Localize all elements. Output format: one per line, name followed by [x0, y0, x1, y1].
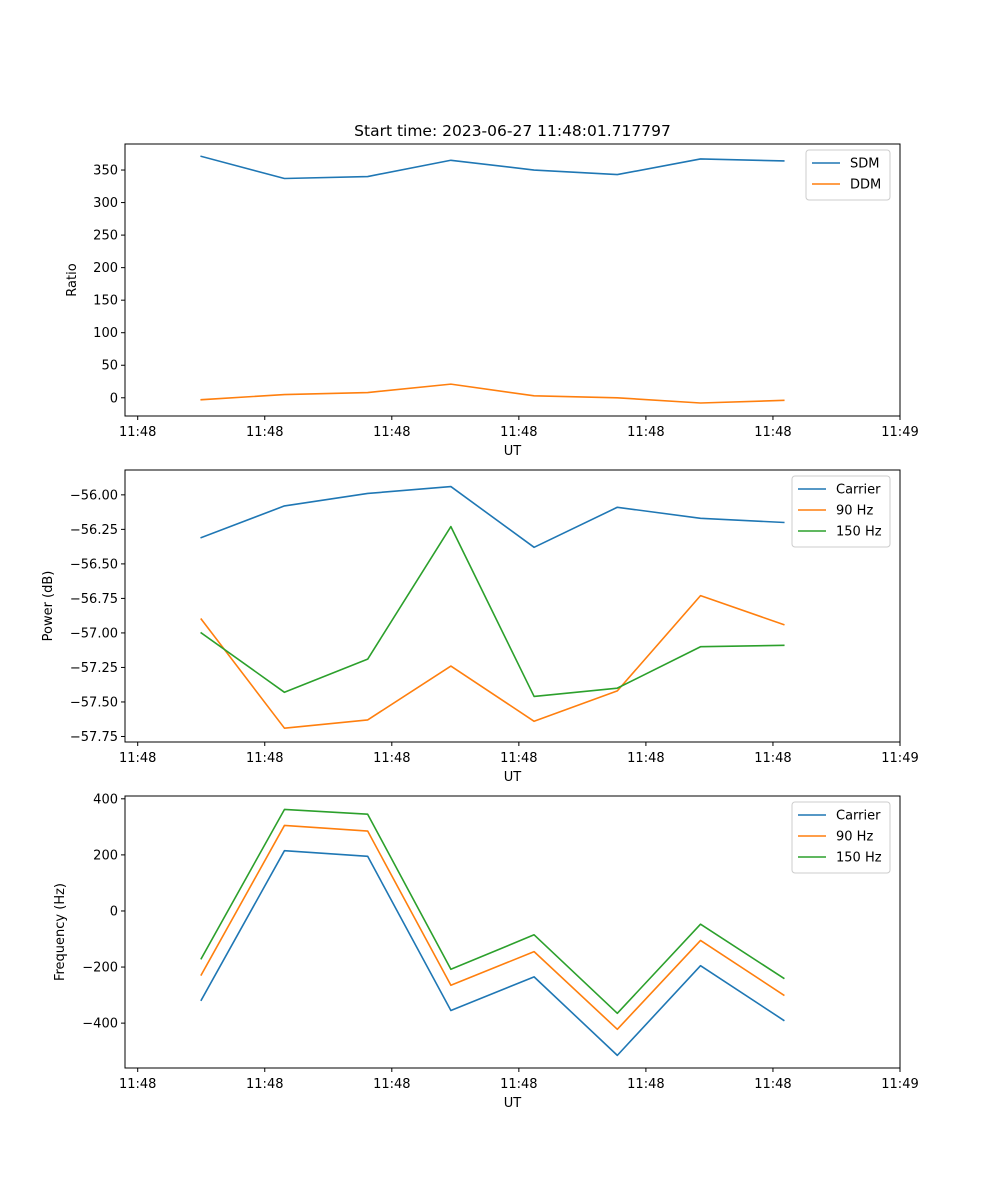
y-tick-label: −56.50 — [70, 557, 118, 572]
y-tick-label: 100 — [93, 326, 118, 341]
legend-label: Carrier — [836, 809, 881, 824]
x-tick-label: 11:48 — [246, 1077, 283, 1092]
y-axis-label: Power (dB) — [41, 571, 56, 642]
y-tick-label: −56.25 — [70, 523, 118, 538]
x-axis-label: UT — [504, 1096, 522, 1111]
x-tick-label: 11:48 — [500, 751, 537, 766]
x-tick-label: 11:48 — [500, 425, 537, 440]
x-axis-label: UT — [504, 770, 522, 785]
x-tick-label: 11:49 — [881, 1077, 918, 1092]
x-tick-label: 11:48 — [500, 1077, 537, 1092]
y-tick-label: 350 — [93, 164, 118, 179]
legend-label: 90 Hz — [836, 504, 873, 519]
y-tick-label: −57.75 — [70, 730, 118, 745]
chart-title: Start time: 2023-06-27 11:48:01.717797 — [354, 122, 671, 140]
y-tick-label: −57.50 — [70, 695, 118, 710]
y-tick-label: 400 — [93, 792, 118, 807]
x-tick-label: 11:49 — [881, 751, 918, 766]
x-tick-label: 11:48 — [754, 1077, 791, 1092]
x-tick-label: 11:49 — [881, 425, 918, 440]
y-tick-label: 0 — [110, 904, 118, 919]
legend-label: 90 Hz — [836, 830, 873, 845]
x-tick-label: 11:48 — [373, 1077, 410, 1092]
y-tick-label: 250 — [93, 229, 118, 244]
x-tick-label: 11:48 — [246, 751, 283, 766]
x-tick-label: 11:48 — [754, 425, 791, 440]
x-tick-label: 11:48 — [246, 425, 283, 440]
x-tick-label: 11:48 — [627, 425, 664, 440]
x-tick-label: 11:48 — [627, 751, 664, 766]
y-tick-label: 150 — [93, 294, 118, 309]
y-tick-label: 50 — [101, 359, 118, 374]
x-tick-label: 11:48 — [119, 1077, 156, 1092]
x-axis-label: UT — [504, 444, 522, 459]
legend-label: 150 Hz — [836, 851, 882, 866]
y-tick-label: −57.00 — [70, 626, 118, 641]
y-tick-label: −400 — [82, 1017, 118, 1032]
legend: Carrier 90 Hz 150 Hz — [792, 476, 890, 547]
x-tick-label: 11:48 — [754, 751, 791, 766]
y-tick-label: 300 — [93, 196, 118, 211]
y-tick-label: −57.25 — [70, 661, 118, 676]
x-tick-label: 11:48 — [119, 751, 156, 766]
legend: SDM DDM — [806, 150, 890, 200]
x-tick-label: 11:48 — [627, 1077, 664, 1092]
legend-label: Carrier — [836, 483, 881, 498]
y-tick-label: 200 — [93, 261, 118, 276]
y-tick-label: 0 — [110, 391, 118, 406]
legend-label: SDM — [850, 157, 879, 172]
y-axis-label: Ratio — [65, 263, 80, 296]
x-tick-label: 11:48 — [373, 425, 410, 440]
x-tick-label: 11:48 — [373, 751, 410, 766]
x-tick-label: 11:48 — [119, 425, 156, 440]
legend-label: DDM — [850, 178, 881, 193]
y-tick-label: −56.75 — [70, 592, 118, 607]
legend: Carrier 90 Hz 150 Hz — [792, 802, 890, 873]
y-tick-label: −56.00 — [70, 488, 118, 503]
legend-label: 150 Hz — [836, 525, 882, 540]
y-tick-label: −200 — [82, 961, 118, 976]
y-tick-label: 200 — [93, 848, 118, 863]
y-axis-label: Frequency (Hz) — [53, 883, 68, 981]
